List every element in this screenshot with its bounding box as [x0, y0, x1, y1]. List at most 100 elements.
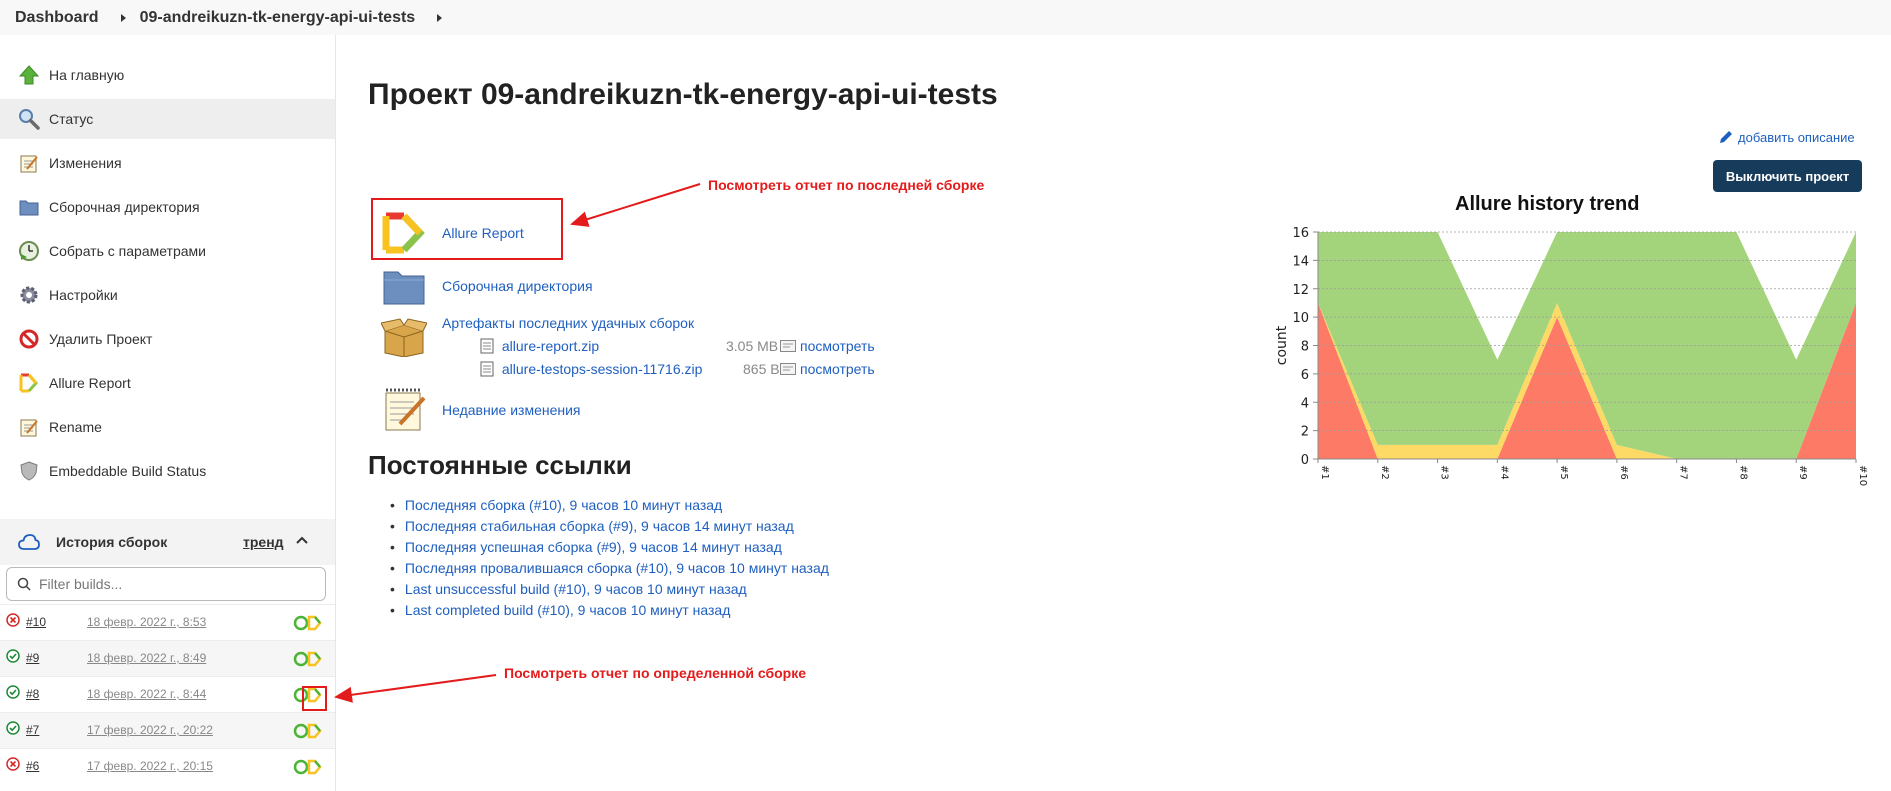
allure-history-trend-chart: 0 2 4 6 8 10 12 14 16 #1 #2 #3 #4 #5 #6 #7 #8 #9 #10 count	[1274, 226, 1868, 486]
sidebar: На главную Статус Изменения Сборочная ди…	[0, 35, 336, 791]
gear-icon	[18, 284, 40, 306]
permalink-link[interactable]: Last unsuccessful build (#10), 9 часов 1…	[404, 580, 747, 597]
sidebar-item-label: Удалить Проект	[49, 331, 153, 347]
chevron-right-icon[interactable]	[437, 13, 443, 22]
sidebar-item-label: Статус	[49, 111, 94, 127]
build-date-link[interactable]: 18 февр. 2022 г., 8:49	[87, 651, 207, 665]
allure-report-link-row[interactable]: Allure Report	[380, 209, 524, 257]
sidebar-item-workspace[interactable]: Сборочная директория	[0, 187, 335, 227]
sidebar-item-label: Собрать с параметрами	[49, 243, 206, 259]
build-number-link[interactable]: #7	[26, 723, 40, 737]
artifacts-link[interactable]: Артефакты последних удачных сборок	[442, 315, 695, 331]
allure-report-icon[interactable]	[293, 723, 323, 742]
trend-link[interactable]: тренд	[243, 534, 284, 550]
build-row[interactable]: #7 17 февр. 2022 г., 20:22	[0, 712, 335, 748]
permalink-item: Последняя успешная сборка (#9), 9 часов …	[390, 536, 829, 557]
build-number-link[interactable]: #10	[26, 615, 47, 629]
permalink-link[interactable]: Последняя стабильная сборка (#9), 9 часо…	[404, 517, 794, 534]
annotation-arrow	[334, 674, 497, 703]
build-number-link[interactable]: #6	[26, 759, 40, 773]
disable-project-button[interactable]: Выключить проект	[1713, 160, 1862, 192]
breadcrumb-dashboard[interactable]: Dashboard	[15, 8, 99, 26]
build-row[interactable]: #10 18 февр. 2022 г., 8:53	[0, 604, 335, 640]
breadcrumb: Dashboard 09-andreikuzn-tk-energy-api-ui…	[0, 0, 1891, 35]
build-row[interactable]: #9 18 февр. 2022 г., 8:49	[0, 640, 335, 676]
build-row[interactable]: #6 17 февр. 2022 г., 20:15	[0, 748, 335, 784]
x-tick-label: #9	[1797, 465, 1808, 480]
sidebar-item-build-with-params[interactable]: Собрать с параметрами	[0, 231, 335, 271]
sidebar-item-delete-project[interactable]: Удалить Проект	[0, 319, 335, 359]
up-arrow-icon	[18, 64, 40, 86]
chart-title: Allure history trend	[1455, 193, 1640, 215]
artifact-size: 3.05 MB	[726, 338, 779, 354]
search-icon	[17, 577, 31, 591]
y-tick-label: 16	[1292, 226, 1309, 241]
build-date-link[interactable]: 17 февр. 2022 г., 20:15	[87, 759, 213, 773]
fingerprint-icon	[780, 340, 796, 352]
file-icon	[480, 361, 494, 380]
package-icon	[380, 313, 428, 361]
x-tick-label: #6	[1618, 465, 1629, 480]
filter-builds-field[interactable]	[6, 567, 326, 601]
sidebar-item-status[interactable]: Статус	[0, 99, 335, 139]
sidebar-item-home[interactable]: На главную	[0, 55, 335, 95]
permalink-link[interactable]: Последняя провалившаяся сборка (#10), 9 …	[404, 559, 829, 576]
workspace-link-row[interactable]: Сборочная директория	[380, 262, 593, 310]
allure-report-link[interactable]: Allure Report	[442, 225, 524, 241]
artifact-file-link[interactable]: allure-testops-session-11716.zip	[501, 361, 703, 378]
no-entry-icon	[18, 328, 40, 350]
sidebar-item-rename[interactable]: Rename	[0, 407, 335, 447]
sidebar-item-label: Embeddable Build Status	[49, 463, 207, 479]
annotation-last-build: Посмотреть отчет по последней сборке	[708, 177, 985, 193]
sidebar-item-settings[interactable]: Настройки	[0, 275, 335, 315]
sidebar-item-embeddable-build-status[interactable]: Embeddable Build Status	[0, 451, 335, 491]
add-description-link[interactable]: добавить описание	[1718, 129, 1855, 145]
chevron-right-icon[interactable]	[120, 13, 126, 22]
y-tick-label: 2	[1301, 425, 1309, 440]
artifact-row: allure-testops-session-11716.zip 865 B п…	[480, 361, 875, 380]
artifact-view[interactable]: посмотреть	[780, 361, 875, 377]
build-number-link[interactable]: #8	[26, 687, 40, 701]
breadcrumb-project[interactable]: 09-andreikuzn-tk-energy-api-ui-tests	[139, 8, 416, 26]
y-tick-label: 12	[1292, 283, 1309, 298]
build-date-link[interactable]: 17 февр. 2022 г., 20:22	[87, 723, 213, 737]
sidebar-item-label: Настройки	[49, 287, 118, 303]
build-date-link[interactable]: 18 февр. 2022 г., 8:44	[87, 687, 207, 701]
artifact-view[interactable]: посмотреть	[780, 338, 875, 354]
allure-report-icon[interactable]	[293, 651, 323, 670]
notepad-icon	[18, 152, 40, 174]
folder-icon	[380, 262, 428, 310]
x-tick-label: #2	[1379, 465, 1390, 480]
recent-changes-link[interactable]: Недавние изменения	[442, 402, 581, 418]
artifact-file-link[interactable]: allure-report.zip	[501, 338, 600, 355]
permalink-link[interactable]: Последняя сборка (#10), 9 часов 10 минут…	[404, 496, 723, 513]
failed-cross-icon	[6, 757, 20, 774]
add-description-label: добавить описание	[1738, 129, 1855, 145]
failed-cross-icon	[6, 613, 20, 630]
permalink-item: Last unsuccessful build (#10), 9 часов 1…	[390, 578, 829, 599]
x-tick-label: #4	[1498, 465, 1509, 480]
filter-builds-input[interactable]	[39, 576, 309, 592]
permalink-item: Последняя сборка (#10), 9 часов 10 минут…	[390, 494, 829, 515]
allure-report-icon[interactable]	[293, 615, 323, 634]
build-row[interactable]: #8 18 февр. 2022 г., 8:44	[0, 676, 335, 712]
artifact-view-link[interactable]: посмотреть	[800, 338, 875, 354]
allure-report-icon[interactable]	[293, 759, 323, 778]
artifact-view-link[interactable]: посмотреть	[800, 361, 875, 377]
permalink-link[interactable]: Last completed build (#10), 9 часов 10 м…	[404, 601, 731, 618]
permalink-link[interactable]: Последняя успешная сборка (#9), 9 часов …	[404, 538, 782, 555]
artifact-size: 865 B	[743, 361, 780, 377]
allure-report-icon[interactable]	[293, 687, 323, 706]
build-history-header: История сборок тренд	[0, 519, 335, 565]
permalink-item: Последняя провалившаяся сборка (#10), 9 …	[390, 557, 829, 578]
recent-changes-link-row[interactable]: Недавние изменения	[380, 386, 581, 434]
artifacts-link-row[interactable]: Артефакты последних удачных сборок	[380, 313, 694, 361]
chevron-up-icon[interactable]	[296, 531, 308, 547]
x-tick-label: #1	[1319, 465, 1330, 480]
pencil-icon	[1718, 129, 1734, 145]
sidebar-item-changes[interactable]: Изменения	[0, 143, 335, 183]
build-date-link[interactable]: 18 февр. 2022 г., 8:53	[87, 615, 207, 629]
sidebar-item-allure-report[interactable]: Allure Report	[0, 363, 335, 403]
build-number-link[interactable]: #9	[26, 651, 40, 665]
workspace-link[interactable]: Сборочная директория	[442, 278, 593, 294]
